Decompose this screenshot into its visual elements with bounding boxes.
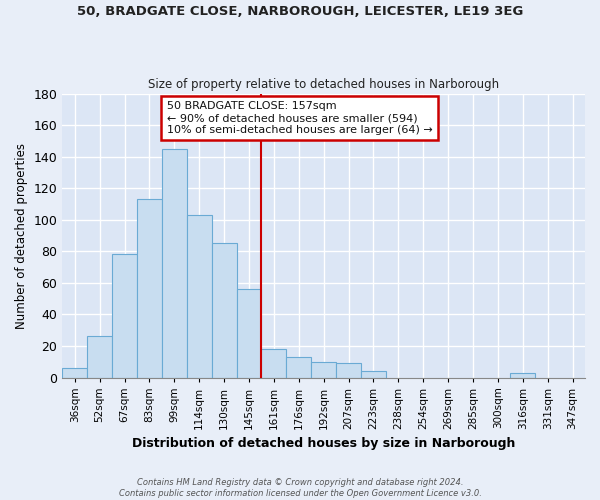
- Bar: [212, 244, 236, 378]
- Bar: [162, 149, 187, 378]
- Title: Size of property relative to detached houses in Narborough: Size of property relative to detached ho…: [148, 78, 499, 91]
- Text: 50, BRADGATE CLOSE, NARBOROUGH, LEICESTER, LE19 3EG: 50, BRADGATE CLOSE, NARBOROUGH, LEICESTE…: [77, 5, 523, 18]
- Bar: [286, 357, 311, 378]
- Bar: [187, 215, 212, 378]
- Text: Contains HM Land Registry data © Crown copyright and database right 2024.
Contai: Contains HM Land Registry data © Crown c…: [119, 478, 481, 498]
- Bar: [236, 289, 262, 378]
- Bar: [262, 349, 286, 378]
- Bar: [336, 364, 361, 378]
- Y-axis label: Number of detached properties: Number of detached properties: [15, 142, 28, 328]
- Bar: [361, 371, 386, 378]
- Bar: [511, 373, 535, 378]
- X-axis label: Distribution of detached houses by size in Narborough: Distribution of detached houses by size …: [132, 437, 515, 450]
- Bar: [311, 362, 336, 378]
- Bar: [87, 336, 112, 378]
- Bar: [137, 200, 162, 378]
- Text: 50 BRADGATE CLOSE: 157sqm
← 90% of detached houses are smaller (594)
10% of semi: 50 BRADGATE CLOSE: 157sqm ← 90% of detac…: [167, 102, 433, 134]
- Bar: [62, 368, 87, 378]
- Bar: [112, 254, 137, 378]
